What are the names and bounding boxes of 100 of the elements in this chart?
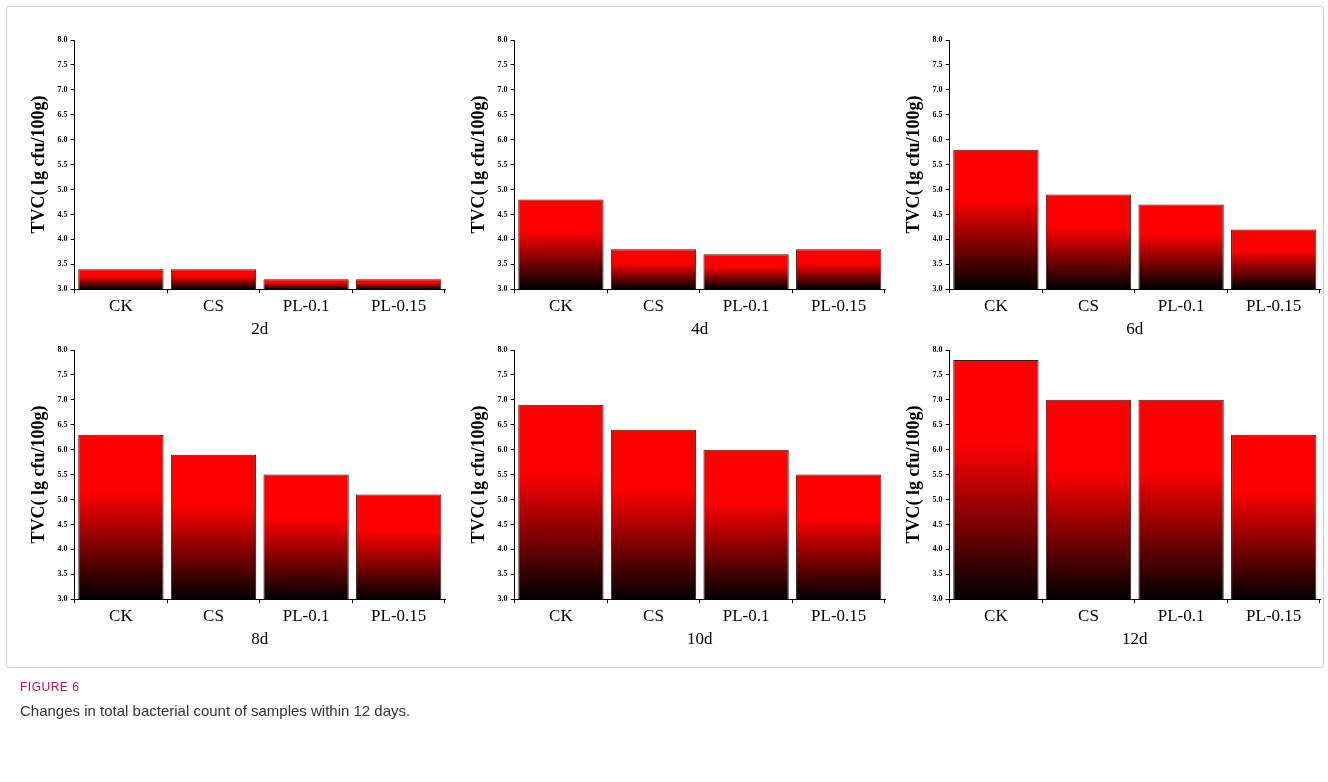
y-tick-label: 7.5 <box>932 59 943 69</box>
y-tick-label: 7.0 <box>57 394 68 404</box>
x-tick-label: PL-0.15 <box>811 605 867 625</box>
y-tick-label: 7.5 <box>497 59 508 69</box>
y-tick-label: 5.5 <box>57 469 68 479</box>
x-tick-label: PL-0.15 <box>1246 605 1302 625</box>
y-tick-label: 4.5 <box>932 209 943 219</box>
y-tick-label: 7.5 <box>57 369 68 379</box>
y-tick-label: 5.5 <box>932 159 943 169</box>
y-tick-label: 6.5 <box>497 109 508 119</box>
y-axis-title: TVC( lg cfu/100g) <box>468 405 490 544</box>
y-tick-label: 6.0 <box>497 444 508 454</box>
y-tick-label: 3.5 <box>497 259 508 269</box>
y-tick-label: 6.0 <box>497 134 508 144</box>
y-tick-label: 7.0 <box>932 84 943 94</box>
y-tick-label: 6.5 <box>932 419 943 429</box>
y-tick-label: 3.5 <box>932 259 943 269</box>
y-tick-label: 4.0 <box>932 234 943 244</box>
x-tick-label: PL-0.1 <box>282 295 330 315</box>
y-axis-title: TVC( lg cfu/100g) <box>28 95 50 234</box>
x-axis-title: 12d <box>1122 629 1149 649</box>
x-axis-title: 10d <box>687 629 714 649</box>
y-tick-label: 7.0 <box>497 84 508 94</box>
x-tick-label: CK <box>109 295 134 315</box>
y-tick-label: 3.5 <box>57 259 68 269</box>
y-axis-title: TVC( lg cfu/100g) <box>903 405 925 544</box>
y-tick-label: 5.5 <box>497 469 508 479</box>
x-tick-label: PL-0.1 <box>282 605 330 625</box>
y-tick-label: 5.0 <box>57 494 68 504</box>
x-axis-title: 4d <box>691 319 709 339</box>
x-tick-label: PL-0.15 <box>1246 295 1302 315</box>
x-tick-label: PL-0.15 <box>811 295 867 315</box>
y-tick-label: 3.5 <box>932 569 943 579</box>
y-tick-label: 3.0 <box>932 594 943 604</box>
y-tick-label: 4.5 <box>57 519 68 529</box>
y-tick-label: 4.0 <box>57 234 68 244</box>
y-tick-label: 5.0 <box>497 494 508 504</box>
y-tick-label: 3.0 <box>57 594 68 604</box>
y-tick-label: 5.0 <box>932 184 943 194</box>
y-tick-label: 4.5 <box>932 519 943 529</box>
y-tick-label: 3.0 <box>932 284 943 294</box>
y-tick-label: 6.0 <box>932 444 943 454</box>
y-tick-label: 6.0 <box>57 134 68 144</box>
y-tick-label: 5.5 <box>497 159 508 169</box>
y-tick-label: 6.5 <box>57 109 68 119</box>
x-tick-label: CK <box>549 295 574 315</box>
x-axis-title: 6d <box>1126 319 1144 339</box>
y-tick-label: 4.0 <box>932 544 943 554</box>
y-tick-label: 8.0 <box>497 345 508 355</box>
y-tick-label: 6.5 <box>497 419 508 429</box>
y-tick-label: 7.5 <box>497 369 508 379</box>
x-tick-label: CK <box>984 295 1009 315</box>
y-tick-label: 3.0 <box>497 284 508 294</box>
x-tick-label: PL-0.1 <box>722 605 770 625</box>
y-axis-title: TVC( lg cfu/100g) <box>903 95 925 234</box>
x-tick-label: CS <box>203 605 224 625</box>
caption: FIGURE 6 <box>20 680 81 694</box>
y-tick-label: 7.5 <box>932 369 943 379</box>
y-tick-label: 5.5 <box>57 159 68 169</box>
y-tick-label: 3.0 <box>57 284 68 294</box>
y-tick-label: 3.5 <box>57 569 68 579</box>
x-tick-label: CS <box>203 295 224 315</box>
x-tick-label: CS <box>1078 295 1099 315</box>
y-tick-label: 4.5 <box>57 209 68 219</box>
y-tick-label: 8.0 <box>497 35 508 45</box>
x-tick-label: CS <box>643 605 664 625</box>
y-tick-label: 7.0 <box>932 394 943 404</box>
text: Changes in total bacterial count of samples within 12 days. <box>20 702 411 719</box>
y-tick-label: 8.0 <box>57 345 68 355</box>
y-tick-label: 6.0 <box>57 444 68 454</box>
y-tick-label: 8.0 <box>932 345 943 355</box>
y-tick-label: 7.0 <box>497 394 508 404</box>
x-tick-label: PL-0.1 <box>1157 295 1205 315</box>
x-tick-label: PL-0.1 <box>722 295 770 315</box>
y-tick-label: 5.5 <box>932 469 943 479</box>
y-axis-title: TVC( lg cfu/100g) <box>28 405 50 544</box>
y-tick-label: 4.0 <box>497 234 508 244</box>
x-tick-label: CK <box>984 605 1009 625</box>
y-tick-label: 6.5 <box>57 419 68 429</box>
x-tick-label: PL-0.15 <box>371 605 427 625</box>
y-tick-label: 8.0 <box>932 35 943 45</box>
x-tick-label: CK <box>109 605 134 625</box>
x-tick-label: PL-0.1 <box>1157 605 1205 625</box>
x-tick-label: CS <box>643 295 664 315</box>
x-tick-label: PL-0.15 <box>371 295 427 315</box>
y-tick-label: 4.5 <box>497 209 508 219</box>
x-axis-title: 8d <box>251 629 269 649</box>
y-tick-label: 6.0 <box>932 134 943 144</box>
y-tick-label: 5.0 <box>932 494 943 504</box>
y-tick-label: 5.0 <box>57 184 68 194</box>
y-tick-label: 8.0 <box>57 35 68 45</box>
y-tick-label: 3.0 <box>497 594 508 604</box>
x-tick-label: CS <box>1078 605 1099 625</box>
y-tick-label: 5.0 <box>497 184 508 194</box>
y-tick-label: 4.0 <box>497 544 508 554</box>
y-tick-label: 7.0 <box>57 84 68 94</box>
y-tick-label: 7.5 <box>57 59 68 69</box>
y-tick-label: 6.5 <box>932 109 943 119</box>
x-tick-label: CK <box>549 605 574 625</box>
y-axis-title: TVC( lg cfu/100g) <box>468 95 490 234</box>
